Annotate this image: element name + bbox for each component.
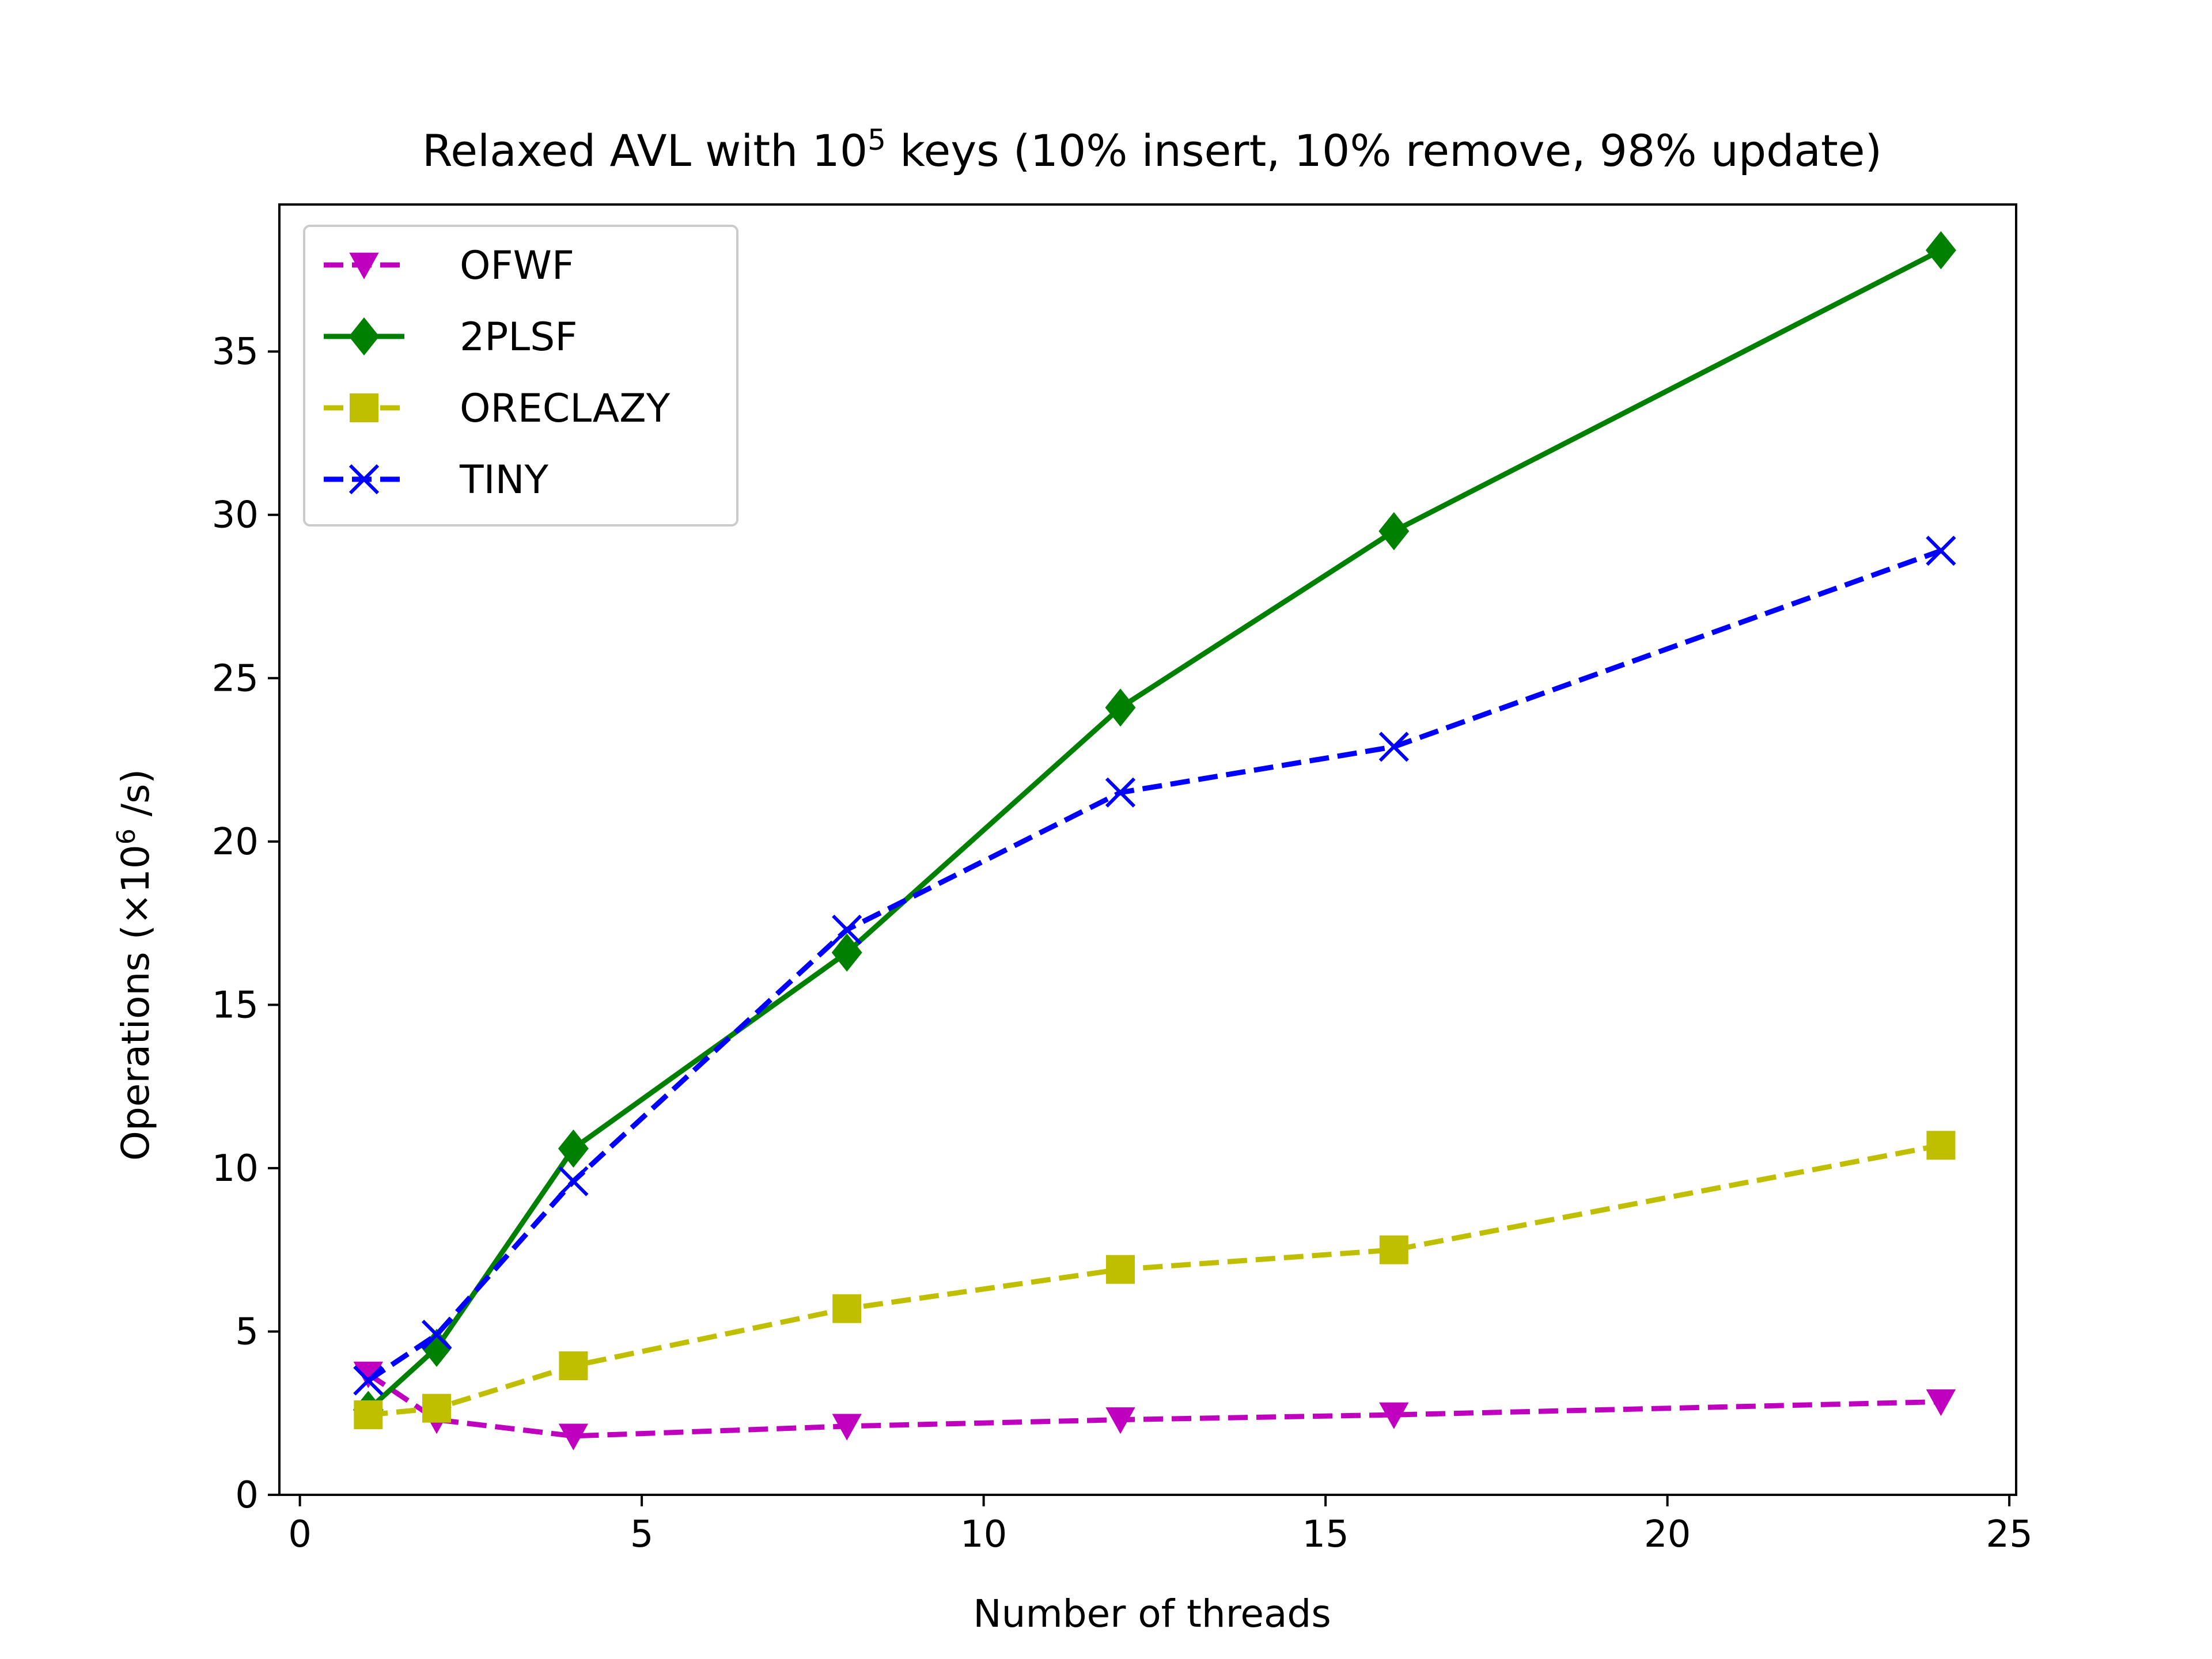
- legend-box: [303, 225, 738, 527]
- chart-title: Relaxed AVL with 105 keys (10% insert, 1…: [422, 123, 1882, 176]
- data-point-2plsf: [831, 933, 862, 972]
- legend-marker: [349, 464, 380, 495]
- legend-item-ofwf: OFWF: [324, 243, 574, 289]
- data-point-oreclazy: [832, 1294, 862, 1323]
- x-tick-label: 25: [1986, 1513, 2032, 1556]
- chart-title-suffix: keys (10% insert, 10% remove, 98% update…: [886, 125, 1882, 176]
- y-tick-label: 0: [235, 1474, 259, 1517]
- x-tick-label: 15: [1302, 1513, 1349, 1556]
- data-point-ofwf: [558, 1423, 589, 1450]
- y-axis-label: Operations (×106 /s): [112, 769, 158, 1161]
- y-axis-label-prefix: Operations (×10: [113, 844, 158, 1161]
- x-tick-label: 20: [1644, 1513, 1691, 1556]
- data-point-tiny: [353, 1365, 384, 1396]
- data-point-ofwf: [1379, 1402, 1409, 1429]
- x-tick-label: 10: [960, 1513, 1007, 1556]
- y-tick-label: 35: [212, 331, 259, 373]
- data-point-oreclazy: [1379, 1235, 1408, 1264]
- legend-item-oreclazy: ORECLAZY: [324, 386, 671, 431]
- y-tick-label: 20: [212, 821, 259, 863]
- data-point-2plsf: [1925, 231, 1956, 270]
- data-point-tiny: [1926, 535, 1956, 566]
- series-tiny: [353, 535, 1956, 1396]
- data-point-tiny: [832, 914, 862, 945]
- x-axis-label: Number of threads: [973, 1592, 1331, 1636]
- y-tick-label: 30: [212, 494, 259, 537]
- x-axis: 0 5 10 15 20 25: [288, 1495, 2033, 1556]
- legend-label: 2PLSF: [460, 315, 577, 360]
- data-point-oreclazy: [354, 1400, 383, 1430]
- legend-item-2plsf: 2PLSF: [324, 315, 577, 360]
- plot-area: 0 5 10 15 20 25 0 5 10 15 20 25 30 35 OFWF 2PLSF ORECLAZ…: [212, 203, 2033, 1556]
- data-point-ofwf: [832, 1414, 862, 1441]
- data-point-tiny: [1378, 732, 1409, 762]
- data-point-tiny: [421, 1320, 452, 1350]
- legend-label: ORECLAZY: [460, 386, 671, 431]
- legend: OFWF 2PLSF ORECLAZY TINY: [303, 225, 738, 527]
- y-tick-label: 10: [212, 1147, 259, 1190]
- axes-frame: [278, 203, 2017, 1496]
- data-point-tiny: [558, 1166, 589, 1196]
- legend-marker: [349, 252, 379, 279]
- y-axis-label-superscript: 6: [112, 828, 141, 844]
- data-point-tiny: [1105, 777, 1136, 808]
- data-point-ofwf: [1105, 1407, 1135, 1434]
- x-tick-label: 5: [630, 1513, 654, 1556]
- legend-marker: [350, 393, 378, 422]
- y-axis-label-suffix: /s): [113, 769, 158, 828]
- data-point-oreclazy: [1106, 1255, 1135, 1284]
- data-point-oreclazy: [1926, 1131, 1956, 1160]
- data-point-2plsf: [1378, 512, 1410, 551]
- y-tick-label: 5: [235, 1310, 259, 1353]
- y-tick-label: 25: [212, 657, 259, 700]
- data-point-2plsf: [1105, 688, 1136, 727]
- data-point-ofwf: [1926, 1389, 1956, 1416]
- y-tick-label: 15: [212, 984, 259, 1027]
- legend-label: OFWF: [460, 243, 574, 289]
- legend-marker: [349, 317, 380, 356]
- data-point-2plsf: [558, 1129, 589, 1168]
- data-point-oreclazy: [559, 1351, 588, 1380]
- chart-title-superscript: 5: [868, 123, 886, 157]
- chart-title-prefix: Relaxed AVL with 10: [422, 125, 868, 176]
- legend-label: TINY: [459, 457, 548, 503]
- data-point-oreclazy: [422, 1393, 452, 1423]
- legend-item-tiny: TINY: [324, 457, 548, 503]
- x-tick-label: 0: [288, 1513, 312, 1556]
- y-axis: 0 5 10 15 20 25 30 35: [212, 331, 279, 1517]
- series-oreclazy: [354, 1131, 1956, 1430]
